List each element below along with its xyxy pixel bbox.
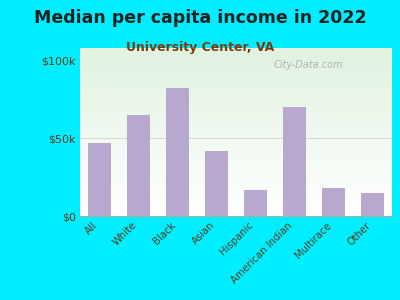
Bar (127, 115, 150, 216)
Bar (166, 88, 189, 216)
Text: University Center, VA: University Center, VA (126, 40, 274, 53)
Bar (361, 193, 384, 216)
Bar (88, 143, 111, 216)
Bar (244, 190, 267, 216)
Text: City-Data.com: City-Data.com (274, 60, 343, 70)
Bar (283, 107, 306, 216)
Bar (205, 151, 228, 216)
Text: Median per capita income in 2022: Median per capita income in 2022 (34, 9, 366, 27)
Bar (322, 188, 345, 216)
